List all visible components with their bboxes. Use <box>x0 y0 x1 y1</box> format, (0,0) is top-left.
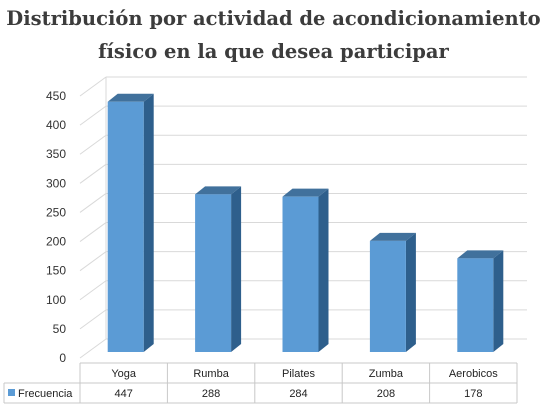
data-value: 447 <box>115 388 133 400</box>
y-tick-label: 350 <box>46 147 66 161</box>
bar-side <box>493 250 504 352</box>
bar <box>369 232 416 352</box>
bar-top <box>282 188 329 197</box>
gridline-diagonal <box>79 251 107 272</box>
y-tick-label: 100 <box>46 293 66 307</box>
chart-title-line-1: Distribución por actividad de acondicion… <box>6 7 541 30</box>
bar-side <box>318 188 329 352</box>
y-tick-label: 400 <box>46 118 66 132</box>
data-value: 284 <box>289 388 307 400</box>
bar <box>107 93 154 352</box>
y-tick-label: 250 <box>46 205 66 219</box>
y-tick-label: 450 <box>46 89 66 103</box>
series-label: Frecuencia <box>18 388 73 400</box>
bar-top <box>369 232 416 241</box>
category-label: Zumba <box>369 368 404 380</box>
data-value: 178 <box>464 388 482 400</box>
gridline-diagonal <box>79 105 107 126</box>
data-table: Yoga Rumba Pilates Zumba Aerobicos Frecuencia… <box>3 362 518 404</box>
category-label: Aerobicos <box>449 368 498 380</box>
bar-front <box>457 258 494 352</box>
bar-side <box>231 186 242 352</box>
gridline-diagonal <box>79 193 107 213</box>
bar-front <box>195 194 232 352</box>
category-label: Yoga <box>111 368 137 380</box>
bar-side <box>405 232 416 352</box>
bar-top <box>457 250 504 259</box>
y-tick-label: 150 <box>46 264 66 278</box>
bar <box>457 250 504 352</box>
y-axis: 0 50 100 150 200 250 300 350 400 450 <box>46 89 66 365</box>
y-tick-label: 200 <box>46 235 66 249</box>
gridline-diagonal <box>79 76 107 97</box>
bar-top <box>195 186 242 195</box>
gridline-diagonal <box>79 309 107 330</box>
bars <box>107 93 504 352</box>
gridline-diagonal <box>79 222 107 242</box>
chart-title-line-2: físico en la que desea participar <box>98 40 449 63</box>
gridline-diagonal <box>79 134 107 155</box>
y-tick-label: 0 <box>59 351 66 365</box>
gridline-diagonal <box>79 280 107 301</box>
category-label: Rumba <box>193 368 229 380</box>
gridline-diagonal <box>79 338 107 359</box>
y-tick-label: 50 <box>53 322 67 336</box>
legend-key <box>8 389 15 396</box>
y-tick-label: 300 <box>46 176 66 190</box>
bar-front <box>282 196 319 352</box>
bar-front <box>107 101 144 352</box>
chart-title: Distribución por actividad de acondicion… <box>0 2 547 68</box>
bar-side <box>143 93 154 352</box>
category-label: Pilates <box>282 368 316 380</box>
bar <box>282 188 329 352</box>
bar-top <box>107 93 154 102</box>
data-value: 288 <box>202 388 220 400</box>
gridline-diagonal <box>79 163 107 184</box>
data-value: 208 <box>377 388 395 400</box>
bar <box>195 186 242 352</box>
bar-front <box>369 240 406 352</box>
